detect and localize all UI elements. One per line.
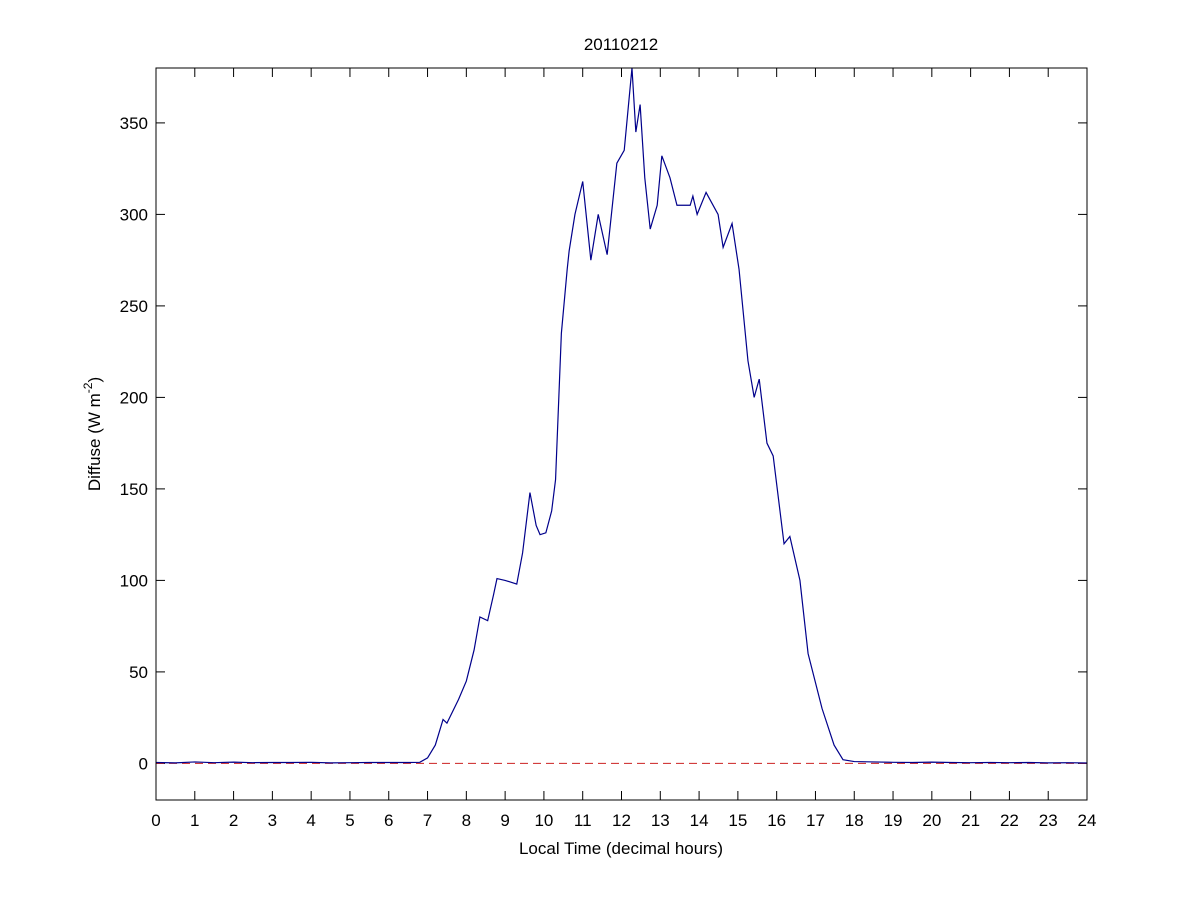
x-tick-label: 13 [651,811,670,830]
x-tick-label: 18 [845,811,864,830]
y-tick-label: 50 [129,663,148,682]
x-tick-label: 19 [884,811,903,830]
y-tick-label: 350 [120,114,148,133]
x-tick-label: 9 [500,811,509,830]
x-tick-label: 0 [151,811,160,830]
x-tick-label: 1 [190,811,199,830]
x-tick-label: 10 [534,811,553,830]
x-tick-label: 22 [1000,811,1019,830]
y-label-sup: -2 [81,382,95,393]
y-tick-label: 100 [120,571,148,590]
x-axis-label: Local Time (decimal hours) [519,839,723,858]
x-tick-label: 3 [268,811,277,830]
y-label-text: Diffuse (W m [85,393,104,491]
y-tick-label: 300 [120,205,148,224]
x-tick-label: 4 [306,811,315,830]
x-tick-label: 17 [806,811,825,830]
x-tick-label: 5 [345,811,354,830]
x-tick-label: 8 [462,811,471,830]
y-tick-label: 200 [120,388,148,407]
data-line [155,67,1088,764]
x-tick-label: 11 [574,811,592,830]
x-tick-label: 20 [922,811,941,830]
y-label-end: ) [85,377,104,383]
axes-box [155,67,1088,801]
x-tick-label: 7 [423,811,432,830]
x-tick-label: 16 [767,811,786,830]
x-tick-label: 2 [229,811,238,830]
y-tick-label: 0 [139,754,148,773]
y-tick-label: 250 [120,297,148,316]
chart-title: 20110212 [584,35,658,54]
x-tick-label: 14 [690,811,709,830]
x-tick-label: 23 [1039,811,1058,830]
plot-area [156,68,1087,800]
x-tick-label: 15 [728,811,747,830]
x-tick-label: 24 [1078,811,1097,830]
x-tick-label: 12 [612,811,631,830]
x-tick-label: 6 [384,811,393,830]
y-tick-label: 150 [120,480,148,499]
y-axis-label: Diffuse (W m-2) [81,377,104,491]
x-tick-label: 21 [961,811,980,830]
